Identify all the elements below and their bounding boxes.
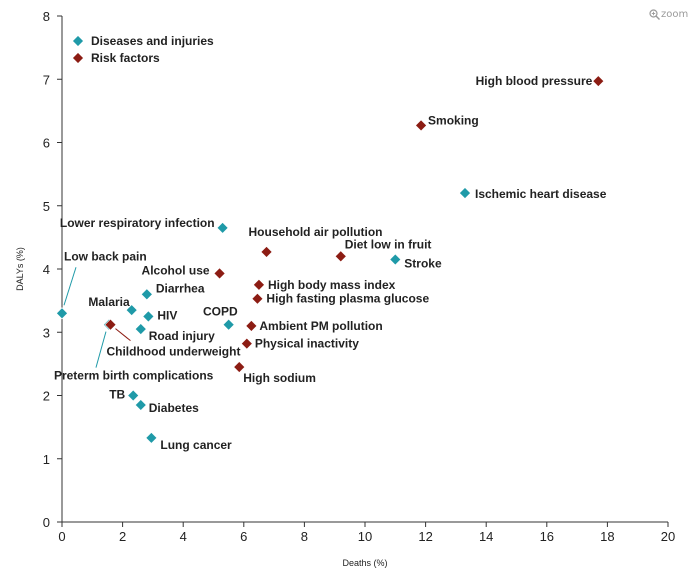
leader-line xyxy=(95,331,107,368)
point-label: Childhood underweight xyxy=(106,345,240,359)
zoom-label: zoom xyxy=(661,9,689,20)
x-tick-label: 10 xyxy=(358,529,372,544)
data-point-diseases-and-injuries xyxy=(134,323,147,336)
point-label: TB xyxy=(109,388,125,402)
y-tick-label: 7 xyxy=(43,72,50,87)
point-label: Malaria xyxy=(88,295,130,309)
y-tick-label: 5 xyxy=(43,199,50,214)
data-point-diseases-and-injuries xyxy=(127,389,140,402)
y-tick-label: 0 xyxy=(43,515,50,530)
zoom-button[interactable]: zoom xyxy=(649,9,688,20)
point-label: Stroke xyxy=(404,257,442,271)
x-tick-label: 14 xyxy=(479,529,493,544)
x-tick-label: 12 xyxy=(418,529,432,544)
y-tick-label: 1 xyxy=(43,452,50,467)
point-label: Household air pollution xyxy=(249,225,383,239)
data-point-risk-factors xyxy=(245,320,258,332)
point-label: Ischemic heart disease xyxy=(475,187,607,201)
legend-marker xyxy=(72,35,84,47)
point-label: High blood pressure xyxy=(476,74,593,88)
data-point-risk-factors xyxy=(233,361,246,373)
data-point-risk-factors xyxy=(104,318,117,331)
point-label: COPD xyxy=(203,305,238,319)
x-tick-label: 0 xyxy=(58,529,65,544)
y-tick-label: 8 xyxy=(43,9,50,24)
x-tick-label: 4 xyxy=(180,529,187,544)
data-point-risk-factors xyxy=(253,278,265,291)
point-label: Low back pain xyxy=(64,249,147,263)
data-point-diseases-and-injuries xyxy=(56,307,68,320)
point-label: Road injury xyxy=(149,329,215,343)
point-label: Lung cancer xyxy=(160,438,232,452)
point-label: High fasting plasma glucose xyxy=(266,292,429,306)
y-tick-label: 3 xyxy=(43,325,50,340)
point-label: Diabetes xyxy=(149,401,199,415)
y-axis-title: DALYs (%) xyxy=(15,247,25,291)
leader-line xyxy=(115,328,131,342)
data-point-diseases-and-injuries xyxy=(459,187,471,200)
data-point-diseases-and-injuries xyxy=(140,288,153,301)
point-label: Alcohol use xyxy=(142,263,210,277)
data-point-risk-factors xyxy=(415,119,427,132)
point-label: Preterm birth complications xyxy=(54,369,214,383)
data-point-diseases-and-injuries xyxy=(222,318,235,331)
point-label: Lower respiratory infection xyxy=(60,216,215,230)
data-point-diseases-and-injuries xyxy=(216,221,229,234)
data-point-diseases-and-injuries xyxy=(134,399,147,411)
point-label: High body mass index xyxy=(268,278,396,292)
point-label: Diarrhea xyxy=(156,281,205,295)
y-tick-label: 4 xyxy=(43,262,50,277)
data-point-diseases-and-injuries xyxy=(145,431,158,444)
point-label: Smoking xyxy=(428,113,479,127)
leader-line xyxy=(63,267,77,306)
x-tick-label: 18 xyxy=(600,529,614,544)
legend-label: Risk factors xyxy=(91,51,160,65)
point-label: HIV xyxy=(157,308,177,322)
point-label: High sodium xyxy=(243,371,316,385)
x-tick-label: 2 xyxy=(119,529,126,544)
data-point-risk-factors xyxy=(240,337,253,350)
magnifier-icon xyxy=(649,9,660,20)
legend-marker xyxy=(72,52,84,64)
data-point-diseases-and-injuries xyxy=(389,253,402,266)
x-tick-label: 8 xyxy=(301,529,308,544)
x-tick-label: 16 xyxy=(540,529,554,544)
legend-label: Diseases and injuries xyxy=(91,34,214,48)
data-point-risk-factors xyxy=(260,245,273,258)
data-point-risk-factors xyxy=(592,75,605,88)
x-tick-label: 6 xyxy=(240,529,247,544)
point-label: Ambient PM pollution xyxy=(259,319,382,333)
x-tick-label: 20 xyxy=(661,529,675,544)
y-tick-label: 6 xyxy=(43,136,50,151)
data-point-diseases-and-injuries xyxy=(142,310,155,323)
point-label: Diet low in fruit xyxy=(345,237,432,251)
data-point-risk-factors xyxy=(251,292,264,305)
x-axis-title: Deaths (%) xyxy=(342,558,387,568)
data-point-risk-factors xyxy=(334,250,347,263)
y-tick-label: 2 xyxy=(43,389,50,404)
data-point-diseases-and-injuries xyxy=(125,304,138,317)
data-point-risk-factors xyxy=(213,267,226,280)
point-label: Physical inactivity xyxy=(255,337,359,351)
